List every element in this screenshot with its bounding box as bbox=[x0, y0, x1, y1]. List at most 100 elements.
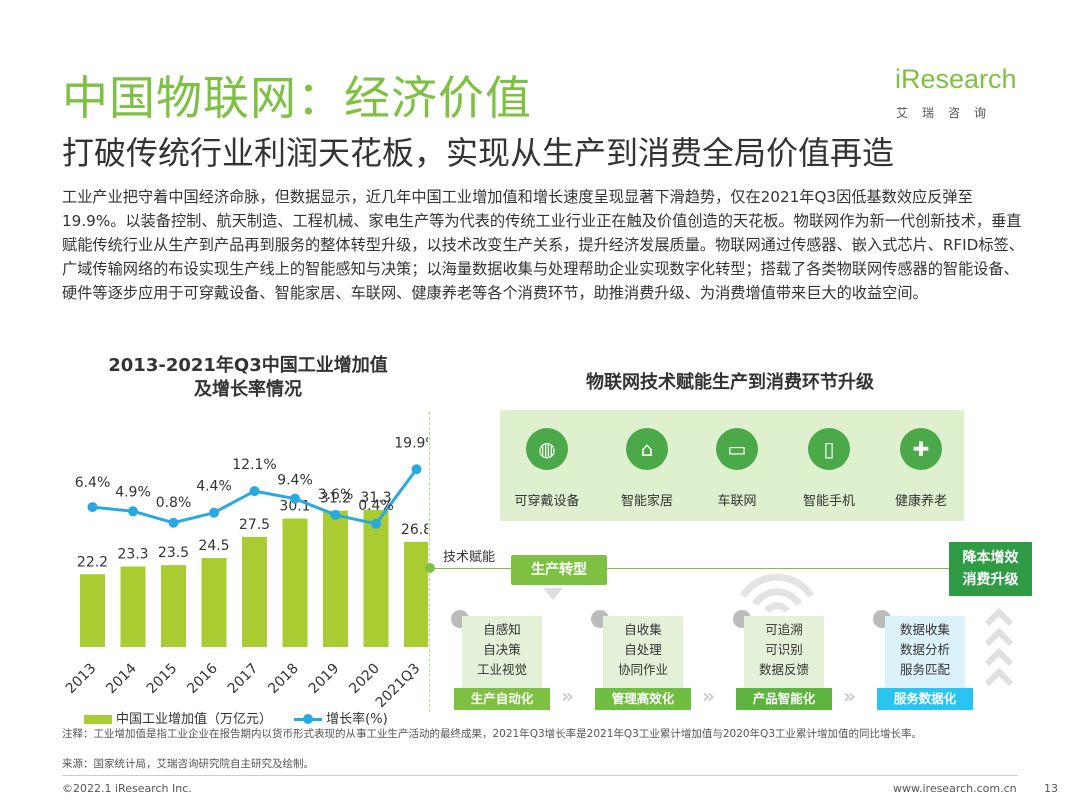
consumer-item-label: 可穿戴设备 bbox=[514, 494, 580, 509]
footer-divider bbox=[62, 775, 1018, 776]
stage-line: 工业视觉 bbox=[476, 662, 527, 677]
growth-rate-label: 0.4% bbox=[358, 498, 394, 514]
stage-box: 数据收集 数据分析 服务匹配 bbox=[885, 616, 965, 690]
stage-tag: 服务数据化 bbox=[877, 688, 973, 710]
growth-rate-point bbox=[87, 502, 98, 513]
stage-product-intelligence: 可追溯 可识别 数据反馈 产品智能化 bbox=[736, 616, 832, 710]
x-tick-label: 2021Q3 bbox=[373, 661, 424, 710]
bar-value-label: 26.8 bbox=[401, 522, 428, 538]
bar-value-label: 23.3 bbox=[117, 547, 148, 563]
x-tick-label: 2018 bbox=[265, 661, 302, 698]
x-tick-label: 2014 bbox=[103, 660, 140, 697]
smart-home-icon: ⌂ bbox=[626, 428, 668, 470]
growth-rate-label: 4.9% bbox=[115, 484, 151, 500]
healthcare-icon: ✚ bbox=[900, 428, 942, 470]
legend-bar-label: 中国工业增加值（万亿元） bbox=[116, 712, 273, 727]
flow-line bbox=[430, 568, 1012, 569]
consumer-panel: ◍ 可穿戴设备 ⌂ 智能家居 ▭ 车联网 ▯ 智能手机 ✚ 健康养老 bbox=[500, 410, 964, 521]
growth-rate-point bbox=[209, 507, 219, 518]
growth-rate-point bbox=[371, 518, 381, 529]
bar-2016 bbox=[201, 558, 227, 647]
smartphone-icon: ▯ bbox=[808, 428, 850, 470]
stage-tag: 生产自动化 bbox=[454, 688, 550, 710]
connected-car-icon: ▭ bbox=[716, 428, 758, 470]
bar-value-label: 31.2 bbox=[320, 491, 351, 507]
growth-rate-label: 12.1% bbox=[232, 457, 276, 473]
section-divider bbox=[429, 412, 430, 712]
chevron-right-icon: » bbox=[561, 684, 574, 708]
growth-rate-label: 6.4% bbox=[75, 475, 111, 491]
consumer-item-connected-car: ▭ 车联网 bbox=[694, 428, 780, 509]
iresearch-logo: iResearch bbox=[895, 64, 1017, 94]
tech-enable-label: 技术赋能 bbox=[443, 550, 496, 565]
up-arrows-icon bbox=[984, 607, 1014, 687]
bar-value-label: 24.5 bbox=[198, 538, 229, 554]
growth-rate-label: 9.4% bbox=[277, 473, 313, 489]
x-tick-label: 2015 bbox=[144, 661, 181, 698]
consumer-item-label: 车联网 bbox=[717, 494, 757, 509]
consumer-item-wearable: ◍ 可穿戴设备 bbox=[504, 428, 590, 509]
logo-subtitle: 艾瑞咨询 bbox=[896, 106, 1001, 120]
production-transform-badge: 生产转型 bbox=[511, 555, 607, 585]
website: www.iresearch.com.cn bbox=[893, 782, 1017, 795]
x-tick-label: 2013 bbox=[63, 661, 100, 698]
stage-box: 自感知 自决策 工业视觉 bbox=[462, 616, 542, 690]
stage-box: 可追溯 可识别 数据反馈 bbox=[744, 616, 824, 690]
stage-production-automation: 自感知 自决策 工业视觉 生产自动化 bbox=[454, 616, 550, 710]
footnote: 注释：工业增加值是指工业企业在报告期内以货币形式表现的从事工业生产活动的最终成果… bbox=[62, 728, 922, 740]
chart-title-text: 2013-2021年Q3中国工业增加值 及增长率情况 bbox=[108, 355, 388, 400]
bar-2018 bbox=[282, 518, 308, 647]
wearable-icon: ◍ bbox=[526, 428, 568, 470]
page-subtitle: 打破传统行业利润天花板，实现从生产到消费全局价值再造 bbox=[62, 134, 895, 172]
growth-rate-point bbox=[249, 486, 260, 497]
flow-dot bbox=[425, 563, 435, 573]
chart-legend: 中国工业增加值（万亿元） 增长率(%) bbox=[84, 708, 388, 727]
x-tick-label: 2017 bbox=[225, 661, 262, 698]
consumer-item-healthcare: ✚ 健康养老 bbox=[878, 428, 964, 509]
consumer-item-smartphone: ▯ 智能手机 bbox=[786, 428, 872, 509]
stage-line: 可识别 bbox=[765, 642, 803, 657]
legend-bar-swatch bbox=[84, 715, 112, 724]
stage-line: 可追溯 bbox=[765, 622, 803, 637]
growth-rate-label: 3.6% bbox=[318, 487, 354, 503]
bar-value-label: 22.2 bbox=[77, 554, 108, 570]
cost-efficiency-text: 降本增效 消费升级 bbox=[962, 550, 1019, 588]
stage-management-efficiency: 自收集 自处理 协同作业 管理高效化 bbox=[595, 616, 691, 710]
stage-line: 协同作业 bbox=[617, 662, 668, 677]
stage-tag: 产品智能化 bbox=[736, 688, 832, 710]
cost-efficiency-badge: 降本增效 消费升级 bbox=[949, 542, 1032, 596]
page-title: 中国物联网：经济价值 bbox=[62, 71, 532, 125]
growth-rate-point bbox=[128, 506, 138, 517]
page-number: 13 bbox=[1044, 782, 1058, 795]
growth-rate-point bbox=[330, 509, 341, 520]
wifi-icon bbox=[740, 573, 814, 614]
stage-line: 数据收集 bbox=[899, 622, 950, 637]
x-tick-label: 2019 bbox=[306, 661, 343, 698]
stage-tag: 管理高效化 bbox=[595, 688, 691, 710]
legend-line-label: 增长率(%) bbox=[326, 712, 388, 727]
bar-2014 bbox=[120, 566, 146, 647]
industrial-value-chart: 22.2 2013 23.3 2014 23.5 2015 24.5 2016 27.5 2017… bbox=[63, 435, 428, 710]
intro-paragraph: 工业产业把守着中国经济命脉，但数据显示，近几年中国工业增加值和增长速度呈现显著下… bbox=[62, 188, 1024, 302]
stage-line: 自处理 bbox=[624, 642, 662, 657]
chart-title: 2013-2021年Q3中国工业增加值 及增长率情况 bbox=[60, 354, 436, 402]
stage-line: 自感知 bbox=[483, 622, 521, 637]
stage-line: 自决策 bbox=[483, 642, 521, 657]
bar-value-label: 27.5 bbox=[239, 517, 270, 533]
growth-rate-label: 0.8% bbox=[156, 495, 192, 511]
chevron-right-icon: » bbox=[843, 684, 856, 708]
stage-service-data: 数据收集 数据分析 服务匹配 服务数据化 bbox=[877, 616, 973, 710]
consumer-item-label: 健康养老 bbox=[894, 494, 947, 509]
stage-line: 自收集 bbox=[624, 622, 662, 637]
bar-2021Q3 bbox=[404, 541, 428, 647]
x-tick-label: 2016 bbox=[184, 660, 221, 697]
growth-rate-point bbox=[411, 464, 422, 475]
bar-value-label: 23.5 bbox=[158, 545, 189, 561]
bar-2013 bbox=[80, 574, 105, 647]
copyright: ©2022.1 iResearch Inc. bbox=[62, 782, 192, 795]
stage-line: 数据分析 bbox=[899, 642, 950, 657]
stage-box: 自收集 自处理 协同作业 bbox=[603, 616, 683, 690]
growth-rate-label: 19.9% bbox=[394, 435, 428, 451]
bar-2020 bbox=[363, 510, 389, 647]
growth-rate-label: 4.4% bbox=[196, 479, 232, 495]
